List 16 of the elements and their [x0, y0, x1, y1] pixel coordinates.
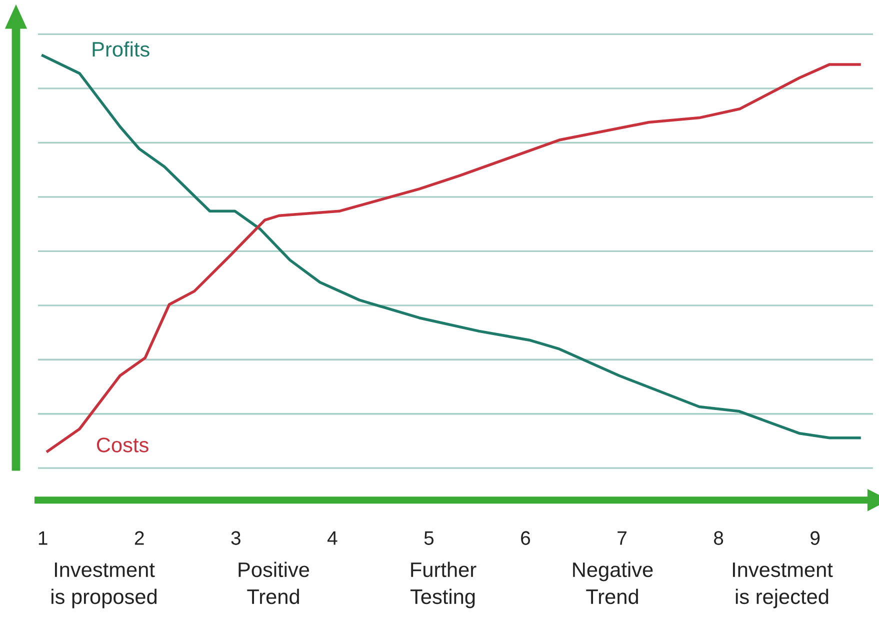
x-tick-label: 9 [810, 531, 820, 545]
x-tick-label: 4 [327, 531, 338, 545]
text: Further Testing [410, 562, 476, 608]
series-label: Profits [92, 41, 150, 57]
x-tick-label: 8 [714, 531, 724, 545]
x-tick-label: 3 [231, 531, 240, 545]
text: Positive Trend [238, 562, 310, 604]
x-tick-label: 7 [618, 531, 626, 545]
x-tick-label: 2 [134, 531, 144, 545]
text: Investment is rejected [732, 562, 833, 608]
x-tick-label: 1 [38, 531, 48, 545]
x-tick-label: 5 [424, 531, 434, 545]
series-label: Costs [96, 438, 148, 452]
x-tick-label: 6 [521, 531, 530, 545]
text: Investment is proposed [52, 562, 157, 608]
text: Negative Trend [573, 562, 653, 604]
